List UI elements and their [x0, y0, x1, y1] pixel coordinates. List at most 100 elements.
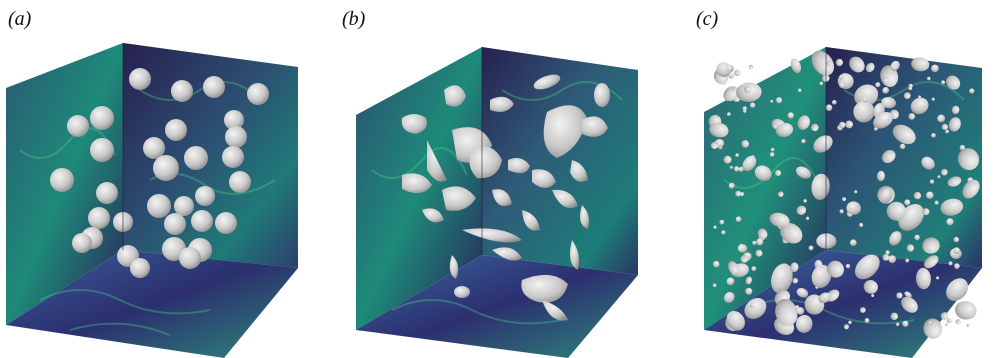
- bubble: [750, 303, 755, 308]
- bubble: [865, 62, 875, 73]
- bubble: [723, 155, 732, 164]
- bubble: [926, 76, 931, 81]
- bubble: [903, 92, 911, 100]
- panel-b-cube-render: [356, 47, 638, 358]
- bubble: [946, 75, 961, 90]
- bubble: [969, 88, 975, 94]
- bubble: [744, 86, 752, 93]
- panel-a-cube-render: [6, 43, 298, 358]
- bubble: [819, 81, 823, 86]
- bubble: [862, 97, 868, 103]
- bubble: [849, 56, 865, 73]
- bubble: [876, 170, 885, 182]
- bubble: [780, 223, 803, 244]
- bubble: [854, 84, 879, 107]
- bubble: [770, 147, 775, 152]
- bubble: [839, 209, 844, 214]
- bubble: [923, 255, 939, 269]
- bubble: [891, 63, 899, 71]
- bubble: [946, 278, 969, 301]
- bubble: [923, 318, 943, 339]
- bubble: [890, 312, 899, 320]
- bubble: [795, 314, 813, 333]
- bubble: [940, 198, 964, 216]
- bubble: [957, 148, 980, 171]
- bubble: [902, 320, 909, 327]
- bubble: [728, 261, 739, 275]
- bubble: [838, 82, 845, 88]
- bubble: [854, 254, 880, 280]
- bubble: [880, 188, 893, 204]
- bubble: [726, 310, 745, 331]
- bubble: [741, 140, 750, 148]
- bubble: [908, 86, 913, 91]
- bubble: [832, 99, 837, 105]
- bubble: [914, 234, 920, 241]
- bubble: [787, 112, 795, 119]
- bubble: [811, 173, 830, 200]
- bubble: [928, 321, 933, 325]
- bubble: [735, 190, 741, 197]
- bubble: [882, 77, 889, 84]
- bubble: [838, 121, 846, 129]
- bubble: [946, 218, 954, 226]
- bubble: [719, 219, 725, 225]
- bubble: [797, 115, 810, 130]
- floor: [6, 250, 298, 358]
- bubble: [941, 123, 948, 130]
- bubble: [774, 169, 782, 177]
- bubble: [945, 129, 949, 134]
- bubble: [748, 64, 754, 70]
- bubble: [803, 199, 807, 203]
- bubble: [728, 182, 735, 189]
- bubble: [941, 80, 946, 85]
- bubble: [904, 291, 912, 298]
- bubble: [864, 318, 870, 323]
- bubble: [954, 263, 960, 269]
- bubble: [955, 319, 961, 325]
- bubble: [775, 298, 798, 327]
- bubble: [790, 262, 799, 273]
- panel-c-cube-render: [704, 47, 982, 358]
- bubble: [727, 112, 731, 117]
- bubble: [948, 261, 953, 266]
- bubble: [881, 149, 896, 164]
- panel-c: (c): [664, 0, 996, 358]
- bubble: [709, 122, 729, 138]
- bubble: [710, 141, 719, 149]
- bubble: [859, 306, 866, 313]
- bubble: [835, 58, 843, 67]
- bubble: [889, 231, 902, 246]
- bubble: [801, 139, 806, 144]
- bubble: [721, 230, 726, 235]
- bubble: [729, 165, 733, 169]
- bubble: [790, 58, 802, 74]
- panel-b-label: (b): [342, 8, 366, 30]
- bubble: [911, 57, 930, 72]
- bubble: [775, 122, 794, 138]
- bubble: [906, 244, 914, 252]
- bubble: [728, 72, 734, 79]
- bubble: [940, 168, 948, 176]
- bubble: [811, 264, 832, 288]
- bubble: [940, 312, 949, 320]
- bubbles: [50, 68, 269, 278]
- bubble: [931, 133, 936, 138]
- bubble: [745, 287, 753, 295]
- bubble: [749, 102, 756, 108]
- bubble: [937, 114, 946, 123]
- bubble: [873, 111, 893, 129]
- bubble: [951, 105, 960, 115]
- bubble: [850, 239, 857, 246]
- bubble: [772, 124, 778, 129]
- bubble: [892, 124, 916, 145]
- bubble: [744, 297, 767, 320]
- bubble: [775, 97, 782, 104]
- bubble: [808, 245, 814, 251]
- bubble: [885, 250, 890, 255]
- bubble: [838, 75, 844, 80]
- bubble: [926, 191, 934, 199]
- bubble: [726, 64, 734, 73]
- bubble: [947, 176, 962, 187]
- panel-a: (a): [0, 0, 332, 358]
